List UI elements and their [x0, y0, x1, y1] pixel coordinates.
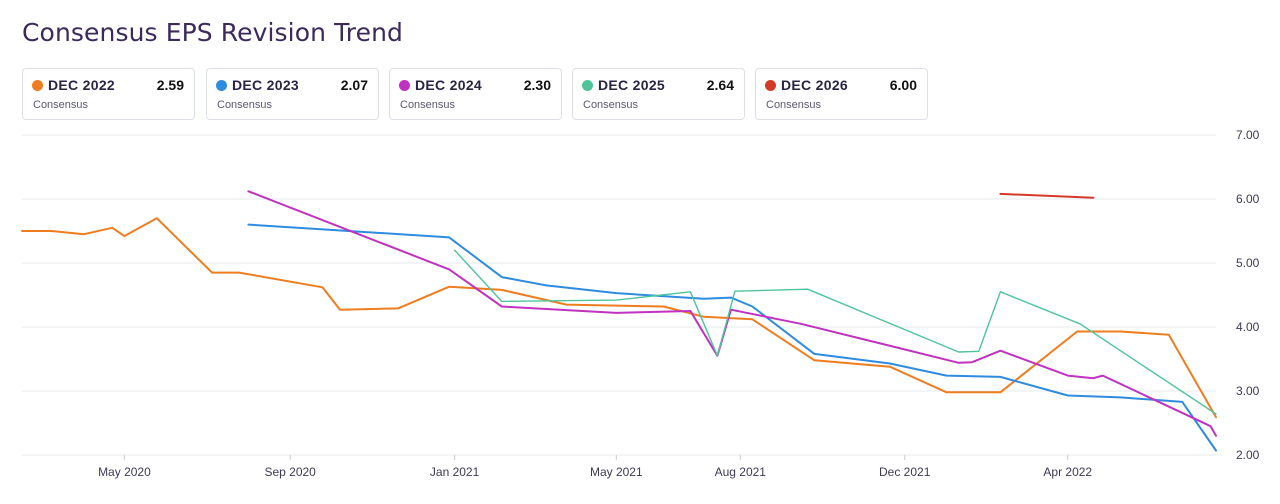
series-dot-icon [582, 80, 593, 91]
legend-series-value: 2.30 [523, 77, 551, 93]
series-dot-icon [765, 80, 776, 91]
legend-series-value: 2.64 [706, 77, 734, 93]
legend-item-dec-2022[interactable]: DEC 2022 2.59 Consensus [22, 68, 195, 120]
legend-series-name: DEC 2025 [598, 77, 665, 93]
series-line-dec-2026[interactable] [999, 192, 1095, 199]
legend-series-name: DEC 2022 [48, 77, 115, 93]
chart-title: Consensus EPS Revision Trend [22, 18, 404, 47]
legend-item-dec-2023[interactable]: DEC 2023 2.07 Consensus [206, 68, 379, 120]
x-tick-label: Jan 2021 [430, 465, 480, 479]
legend-series-name: DEC 2023 [232, 77, 299, 93]
series-line-dec-2025[interactable] [453, 249, 1217, 415]
x-tick-label: May 2021 [590, 465, 643, 479]
y-tick-label: 6.00 [1236, 192, 1260, 206]
y-tick-label: 4.00 [1236, 320, 1260, 334]
legend-item-dec-2026[interactable]: DEC 2026 6.00 Consensus [755, 68, 928, 120]
legend-item-dec-2025[interactable]: DEC 2025 2.64 Consensus [572, 68, 745, 120]
legend-series-sub: Consensus [583, 99, 639, 111]
y-tick-label: 7.00 [1236, 128, 1260, 142]
x-tick-label: Dec 2021 [879, 465, 931, 479]
legend-series-sub: Consensus [400, 99, 456, 111]
series-dot-icon [32, 80, 43, 91]
x-tick-label: May 2020 [98, 465, 151, 479]
legend-series-value: 6.00 [889, 77, 917, 93]
y-tick-label: 5.00 [1236, 256, 1260, 270]
series-line-dec-2024[interactable] [247, 190, 1217, 437]
y-tick-label: 3.00 [1236, 384, 1260, 398]
legend-series-name: DEC 2026 [781, 77, 848, 93]
y-tick-label: 2.00 [1236, 448, 1260, 462]
series-line-dec-2023[interactable] [247, 223, 1217, 452]
series-line-dec-2022[interactable] [21, 217, 1217, 419]
x-tick-label: Aug 2021 [715, 465, 767, 479]
legend-series-sub: Consensus [766, 99, 822, 111]
legend-series-value: 2.59 [156, 77, 184, 93]
legend-series-name: DEC 2024 [415, 77, 482, 93]
series-dot-icon [216, 80, 227, 91]
x-tick-label: Sep 2020 [264, 465, 316, 479]
series-dot-icon [399, 80, 410, 91]
legend-series-value: 2.07 [340, 77, 368, 93]
legend-item-dec-2024[interactable]: DEC 2024 2.30 Consensus [389, 68, 562, 120]
legend-series-sub: Consensus [33, 99, 89, 111]
legend-series-sub: Consensus [217, 99, 273, 111]
x-tick-label: Apr 2022 [1043, 465, 1092, 479]
